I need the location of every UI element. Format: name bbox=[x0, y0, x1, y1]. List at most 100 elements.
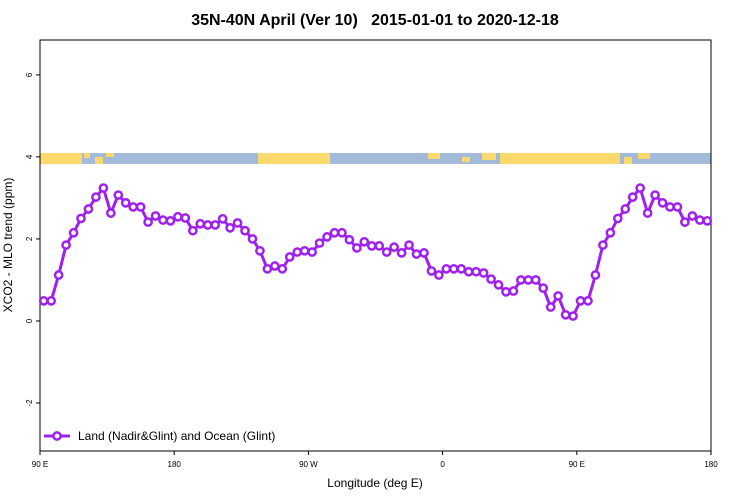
data-point bbox=[650, 190, 660, 200]
data-point bbox=[270, 261, 280, 271]
data-point bbox=[657, 197, 668, 208]
data-point bbox=[702, 216, 713, 226]
data-point bbox=[441, 264, 452, 274]
data-point bbox=[292, 247, 303, 257]
land-ocean-band bbox=[40, 153, 711, 164]
x-tick-label: 180 bbox=[704, 460, 718, 469]
data-point bbox=[598, 240, 608, 250]
data-point bbox=[501, 287, 511, 297]
x-tick-label: 90 E bbox=[32, 460, 48, 469]
x-tick-label: 0 bbox=[440, 460, 445, 469]
data-point bbox=[158, 215, 168, 225]
data-point bbox=[583, 296, 593, 306]
y-tick-label: 4 bbox=[25, 154, 34, 159]
data-point bbox=[344, 234, 355, 245]
data-point bbox=[38, 296, 49, 306]
y-tick-label: 2 bbox=[25, 236, 34, 241]
data-point bbox=[98, 183, 109, 193]
chart-title: 35N-40N April (Ver 10) 2015-01-01 to 202… bbox=[191, 12, 559, 29]
data-point bbox=[284, 252, 295, 262]
data-point bbox=[612, 213, 623, 224]
data-point bbox=[135, 202, 146, 212]
data-point bbox=[568, 311, 578, 321]
data-point bbox=[299, 245, 310, 256]
data-point bbox=[493, 280, 504, 290]
data-point bbox=[217, 213, 228, 224]
data-point bbox=[434, 270, 444, 280]
data-point bbox=[680, 217, 690, 227]
data-point bbox=[329, 227, 340, 238]
data-point bbox=[120, 197, 131, 208]
data-point bbox=[642, 208, 653, 218]
data-point bbox=[456, 264, 467, 274]
data-point bbox=[314, 238, 325, 248]
data-point bbox=[307, 247, 317, 257]
data-point bbox=[359, 236, 370, 247]
data-point bbox=[173, 211, 183, 222]
data-point bbox=[53, 270, 64, 280]
data-point bbox=[128, 202, 139, 212]
data-point bbox=[46, 296, 57, 306]
data-point bbox=[545, 302, 556, 312]
data-point bbox=[202, 220, 213, 230]
x-tick-label: 90 E bbox=[569, 460, 585, 469]
y-axis-title: XCO2 - MLO trend (ppm) bbox=[1, 178, 15, 313]
legend-label: Land (Nadir&Glint) and Ocean (Glint) bbox=[78, 429, 275, 443]
data-point bbox=[352, 243, 362, 253]
legend-marker bbox=[52, 431, 62, 441]
data-point bbox=[486, 274, 496, 284]
data-point bbox=[68, 227, 79, 238]
data-point bbox=[105, 208, 116, 218]
data-point bbox=[143, 217, 153, 227]
data-point bbox=[404, 240, 414, 250]
y-tick-label: 0 bbox=[25, 318, 34, 323]
data-point bbox=[225, 223, 235, 233]
data-point bbox=[389, 242, 399, 252]
data-point bbox=[463, 266, 474, 277]
data-point bbox=[366, 241, 377, 251]
data-point bbox=[232, 218, 243, 228]
plot-frame bbox=[39, 39, 712, 452]
data-point bbox=[195, 218, 206, 229]
y-tick-label: 6 bbox=[25, 72, 34, 77]
data-point bbox=[530, 275, 541, 285]
data-point bbox=[672, 202, 683, 212]
data-point bbox=[575, 296, 586, 306]
data-point bbox=[187, 225, 198, 236]
x-tick-label: 90 W bbox=[299, 460, 318, 469]
data-point bbox=[553, 291, 564, 301]
data-point bbox=[687, 211, 698, 221]
data-point bbox=[83, 204, 94, 214]
data-point bbox=[605, 227, 616, 238]
data-point bbox=[590, 270, 601, 280]
data-point bbox=[240, 225, 250, 236]
data-point bbox=[694, 215, 705, 225]
data-point bbox=[381, 247, 392, 257]
data-point bbox=[337, 227, 347, 238]
data-point bbox=[247, 234, 258, 244]
data-point bbox=[538, 283, 549, 294]
data-point bbox=[471, 266, 481, 277]
data-point bbox=[478, 268, 489, 278]
data-point bbox=[374, 241, 385, 251]
data-point bbox=[255, 245, 265, 256]
data-point bbox=[322, 232, 332, 242]
data-point bbox=[113, 190, 124, 200]
data-point bbox=[150, 211, 161, 221]
data-point bbox=[635, 183, 646, 193]
data-point bbox=[508, 286, 519, 296]
data-point bbox=[277, 264, 288, 274]
data-point bbox=[165, 216, 176, 226]
data-point bbox=[560, 309, 571, 320]
data-point bbox=[91, 192, 101, 202]
data-point bbox=[620, 204, 631, 214]
data-point bbox=[262, 264, 273, 274]
data-point bbox=[523, 275, 534, 285]
data-point bbox=[627, 192, 638, 202]
data-point bbox=[411, 249, 422, 259]
data-point bbox=[419, 248, 429, 258]
y-tick-label: -2 bbox=[25, 399, 34, 407]
data-point bbox=[61, 240, 71, 250]
x-tick-label: 180 bbox=[168, 460, 182, 469]
